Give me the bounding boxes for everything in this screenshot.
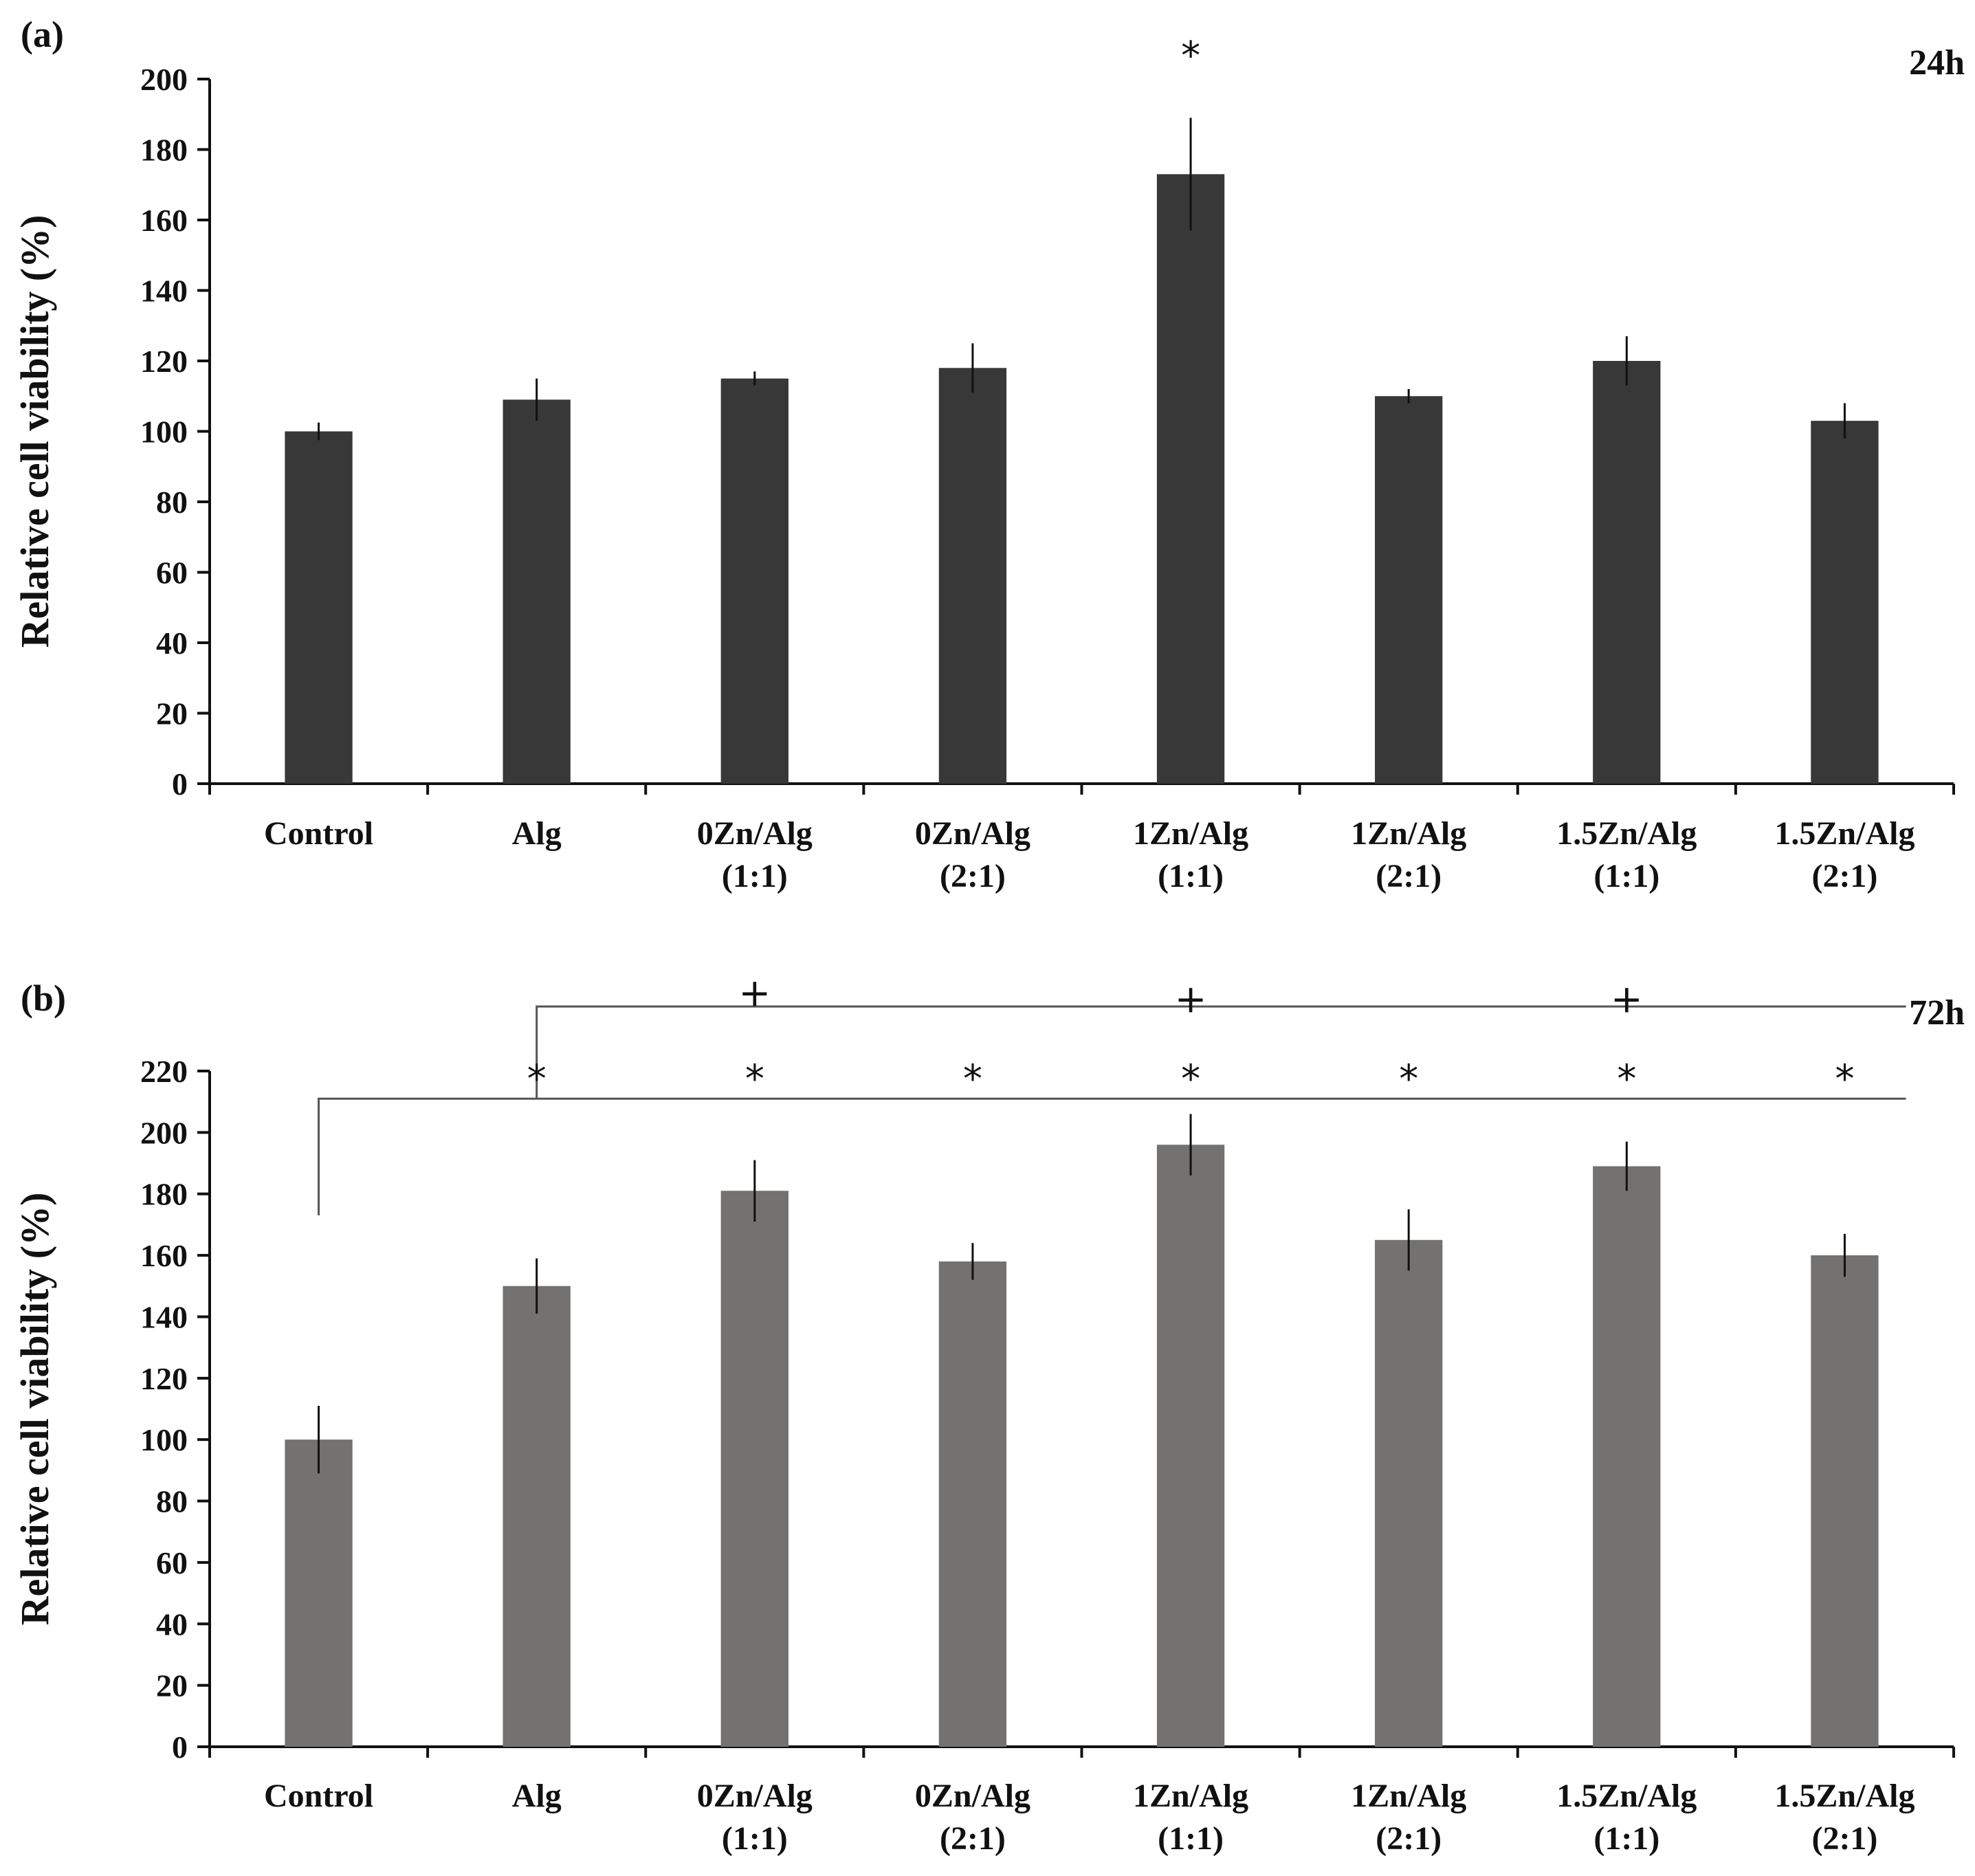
significance-asterisk: * [527, 1057, 547, 1101]
bar-3 [938, 1261, 1007, 1747]
category-label: 0Zn/Alg [697, 815, 813, 852]
y-tick-label: 180 [140, 133, 188, 168]
chart-panel-0: (a) 24h Relative cell viability (%) 0 20 40 60… [12, 14, 1965, 894]
y-tick-label: 140 [140, 274, 188, 309]
bar-7 [1811, 421, 1879, 784]
y-tick-label: 60 [156, 555, 188, 591]
category-label: 0Zn/Alg [915, 815, 1030, 852]
y-tick-label: 0 [172, 766, 188, 802]
category-label: (1:1) [722, 1820, 788, 1857]
significance-plus: + [1611, 977, 1643, 1022]
significance-asterisk: * [1617, 1057, 1636, 1101]
y-tick-label: 200 [140, 1115, 188, 1150]
y-tick-label: 160 [140, 1238, 188, 1273]
category-label: 1Zn/Alg [1351, 1778, 1466, 1814]
y-tick-label: 20 [156, 1668, 188, 1703]
category-label: Control [264, 815, 373, 852]
category-label: (1:1) [1593, 1820, 1659, 1857]
bar-6 [1593, 1166, 1661, 1747]
category-label: (1:1) [1158, 858, 1224, 894]
bar-3 [938, 368, 1007, 784]
y-tick-label: 60 [156, 1545, 188, 1580]
y-tick-label: 80 [156, 1484, 188, 1519]
category-label: Alg [512, 1778, 562, 1814]
y-tick-label: 40 [156, 1607, 188, 1642]
significance-asterisk: * [1399, 1057, 1418, 1101]
category-label: (2:1) [1811, 1820, 1877, 1857]
bar-0 [285, 1439, 353, 1747]
y-tick-label: 120 [140, 344, 188, 379]
panel-label: (a) [21, 14, 64, 55]
y-tick-label: 80 [156, 485, 188, 520]
category-label: 0Zn/Alg [915, 1778, 1030, 1814]
y-tick-label: 20 [156, 696, 188, 731]
y-tick-label: 220 [140, 1054, 188, 1089]
time-label: 72h [1909, 993, 1965, 1033]
category-label: (2:1) [1811, 858, 1877, 894]
y-tick-label: 200 [140, 62, 188, 97]
panel-label: (b) [21, 978, 66, 1019]
bar-4 [1156, 1145, 1225, 1747]
category-label: (2:1) [940, 858, 1006, 894]
y-tick-label: 100 [140, 415, 188, 450]
category-label: (1:1) [722, 858, 788, 894]
significance-plus: + [738, 971, 771, 1015]
category-label: 1.5Zn/Alg [1774, 1778, 1915, 1814]
y-tick-label: 0 [172, 1730, 188, 1765]
category-label: 1.5Zn/Alg [1556, 815, 1697, 852]
category-label: Alg [512, 815, 562, 852]
bar-2 [720, 378, 788, 784]
significance-asterisk: * [1835, 1057, 1854, 1101]
category-label: 1Zn/Alg [1133, 815, 1248, 852]
significance-bracket-0 [318, 1097, 1906, 1216]
y-tick-label: 180 [140, 1177, 188, 1212]
category-label: 0Zn/Alg [697, 1778, 813, 1814]
category-label: (2:1) [940, 1820, 1006, 1857]
y-tick-label: 40 [156, 626, 188, 661]
bar-0 [285, 431, 353, 784]
y-tick-label: 140 [140, 1299, 188, 1334]
significance-asterisk: * [963, 1057, 982, 1101]
significance-bracket-1 [536, 1005, 1906, 1099]
significance-asterisk: * [745, 1057, 764, 1101]
significance-plus: + [1175, 977, 1207, 1022]
category-label: (1:1) [1158, 1820, 1224, 1857]
bar-5 [1375, 1239, 1443, 1747]
category-label: Control [264, 1778, 373, 1814]
category-label: 1Zn/Alg [1351, 815, 1466, 852]
significance-asterisk: * [1181, 34, 1200, 78]
category-label: (2:1) [1376, 1820, 1442, 1857]
bar-5 [1375, 396, 1443, 784]
time-label: 24h [1909, 43, 1965, 82]
category-label: 1.5Zn/Alg [1556, 1778, 1697, 1814]
category-label: (2:1) [1376, 858, 1442, 894]
bar-1 [503, 1285, 571, 1747]
category-label: (1:1) [1593, 858, 1659, 894]
bar-2 [720, 1191, 788, 1747]
bar-1 [503, 399, 571, 784]
bar-6 [1593, 361, 1661, 784]
bar-4 [1156, 174, 1225, 784]
bar-7 [1811, 1255, 1879, 1747]
y-tick-label: 160 [140, 203, 188, 238]
y-tick-label: 100 [140, 1422, 188, 1457]
significance-asterisk: * [1181, 1057, 1200, 1101]
category-label: 1Zn/Alg [1133, 1778, 1248, 1814]
chart-panel-1: (b) 72h Relative cell viability (%) 0 20 40 60… [12, 971, 1965, 1857]
y-tick-label: 120 [140, 1361, 188, 1396]
category-label: 1.5Zn/Alg [1774, 815, 1915, 852]
y-axis-title: Relative cell viability (%) [12, 1193, 57, 1626]
y-axis-title: Relative cell viability (%) [12, 215, 57, 648]
